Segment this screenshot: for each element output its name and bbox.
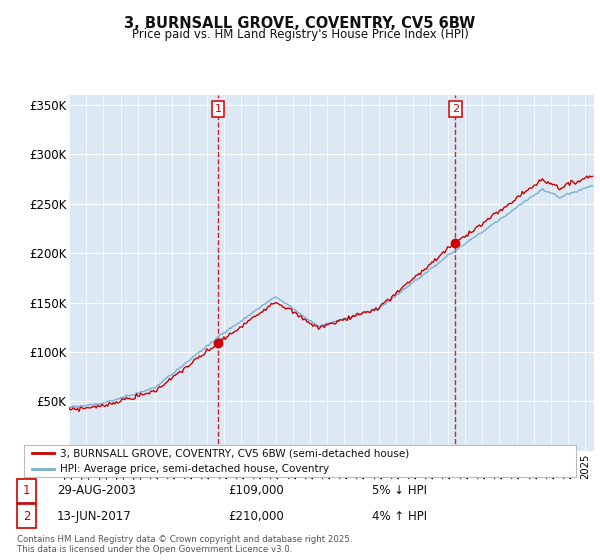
Text: £210,000: £210,000 <box>228 510 284 522</box>
Text: HPI: Average price, semi-detached house, Coventry: HPI: Average price, semi-detached house,… <box>60 464 329 474</box>
Text: 29-AUG-2003: 29-AUG-2003 <box>57 484 136 497</box>
Text: 2: 2 <box>23 510 30 522</box>
Text: 13-JUN-2017: 13-JUN-2017 <box>57 510 132 522</box>
Text: £109,000: £109,000 <box>228 484 284 497</box>
Text: Price paid vs. HM Land Registry's House Price Index (HPI): Price paid vs. HM Land Registry's House … <box>131 28 469 41</box>
Text: 2: 2 <box>452 104 459 114</box>
Text: Contains HM Land Registry data © Crown copyright and database right 2025.
This d: Contains HM Land Registry data © Crown c… <box>17 535 352 554</box>
Text: 1: 1 <box>215 104 221 114</box>
Text: 4% ↑ HPI: 4% ↑ HPI <box>372 510 427 522</box>
Text: 1: 1 <box>23 484 30 497</box>
Text: 3, BURNSALL GROVE, COVENTRY, CV5 6BW: 3, BURNSALL GROVE, COVENTRY, CV5 6BW <box>124 16 476 31</box>
Text: 3, BURNSALL GROVE, COVENTRY, CV5 6BW (semi-detached house): 3, BURNSALL GROVE, COVENTRY, CV5 6BW (se… <box>60 449 409 459</box>
Text: 5% ↓ HPI: 5% ↓ HPI <box>372 484 427 497</box>
